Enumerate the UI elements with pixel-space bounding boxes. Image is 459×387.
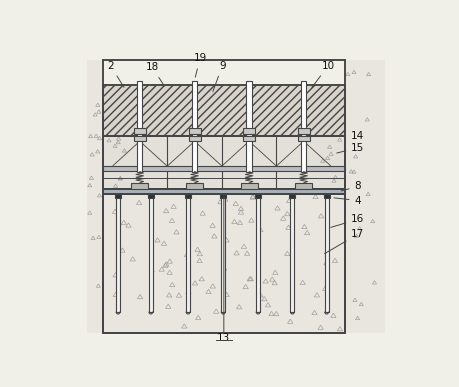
Bar: [137, 136, 142, 171]
Text: 8: 8: [341, 182, 360, 192]
Text: 2: 2: [107, 61, 124, 87]
Bar: [115, 194, 121, 197]
Bar: [186, 194, 190, 312]
Bar: [188, 128, 200, 134]
Text: 4: 4: [333, 195, 360, 205]
Bar: [87, 60, 103, 332]
Text: 9: 9: [213, 61, 225, 91]
Bar: [191, 136, 197, 171]
Bar: [134, 136, 146, 141]
Bar: [148, 194, 153, 197]
Text: 16: 16: [330, 214, 364, 228]
Bar: [116, 194, 120, 312]
Bar: [103, 190, 344, 194]
Bar: [289, 194, 295, 197]
Bar: [185, 194, 190, 197]
Text: 10: 10: [311, 61, 334, 87]
Bar: [103, 166, 344, 171]
Bar: [131, 183, 148, 190]
Bar: [240, 183, 257, 190]
Bar: [221, 194, 225, 312]
Bar: [188, 136, 200, 141]
Bar: [300, 136, 306, 171]
Bar: [256, 194, 259, 312]
Bar: [103, 60, 344, 332]
Bar: [324, 194, 328, 312]
Bar: [137, 81, 142, 136]
Text: 18: 18: [146, 62, 164, 86]
Bar: [323, 194, 329, 197]
Bar: [246, 136, 251, 171]
Text: 15: 15: [336, 143, 364, 153]
Bar: [243, 136, 254, 141]
Bar: [246, 81, 251, 136]
Bar: [297, 136, 309, 141]
Bar: [149, 194, 152, 312]
Bar: [295, 183, 312, 190]
Text: 19: 19: [193, 53, 206, 77]
Bar: [103, 194, 344, 332]
Text: 17: 17: [324, 229, 364, 253]
Bar: [290, 194, 294, 312]
Bar: [191, 81, 197, 136]
Text: 13: 13: [217, 333, 230, 343]
Bar: [297, 128, 309, 134]
Bar: [134, 128, 146, 134]
Bar: [243, 128, 254, 134]
Text: 14: 14: [339, 131, 364, 141]
Bar: [185, 183, 203, 190]
Bar: [300, 81, 306, 136]
Bar: [344, 60, 384, 332]
Bar: [103, 85, 344, 136]
Bar: [220, 194, 226, 197]
Bar: [103, 136, 344, 190]
Bar: [255, 194, 260, 197]
